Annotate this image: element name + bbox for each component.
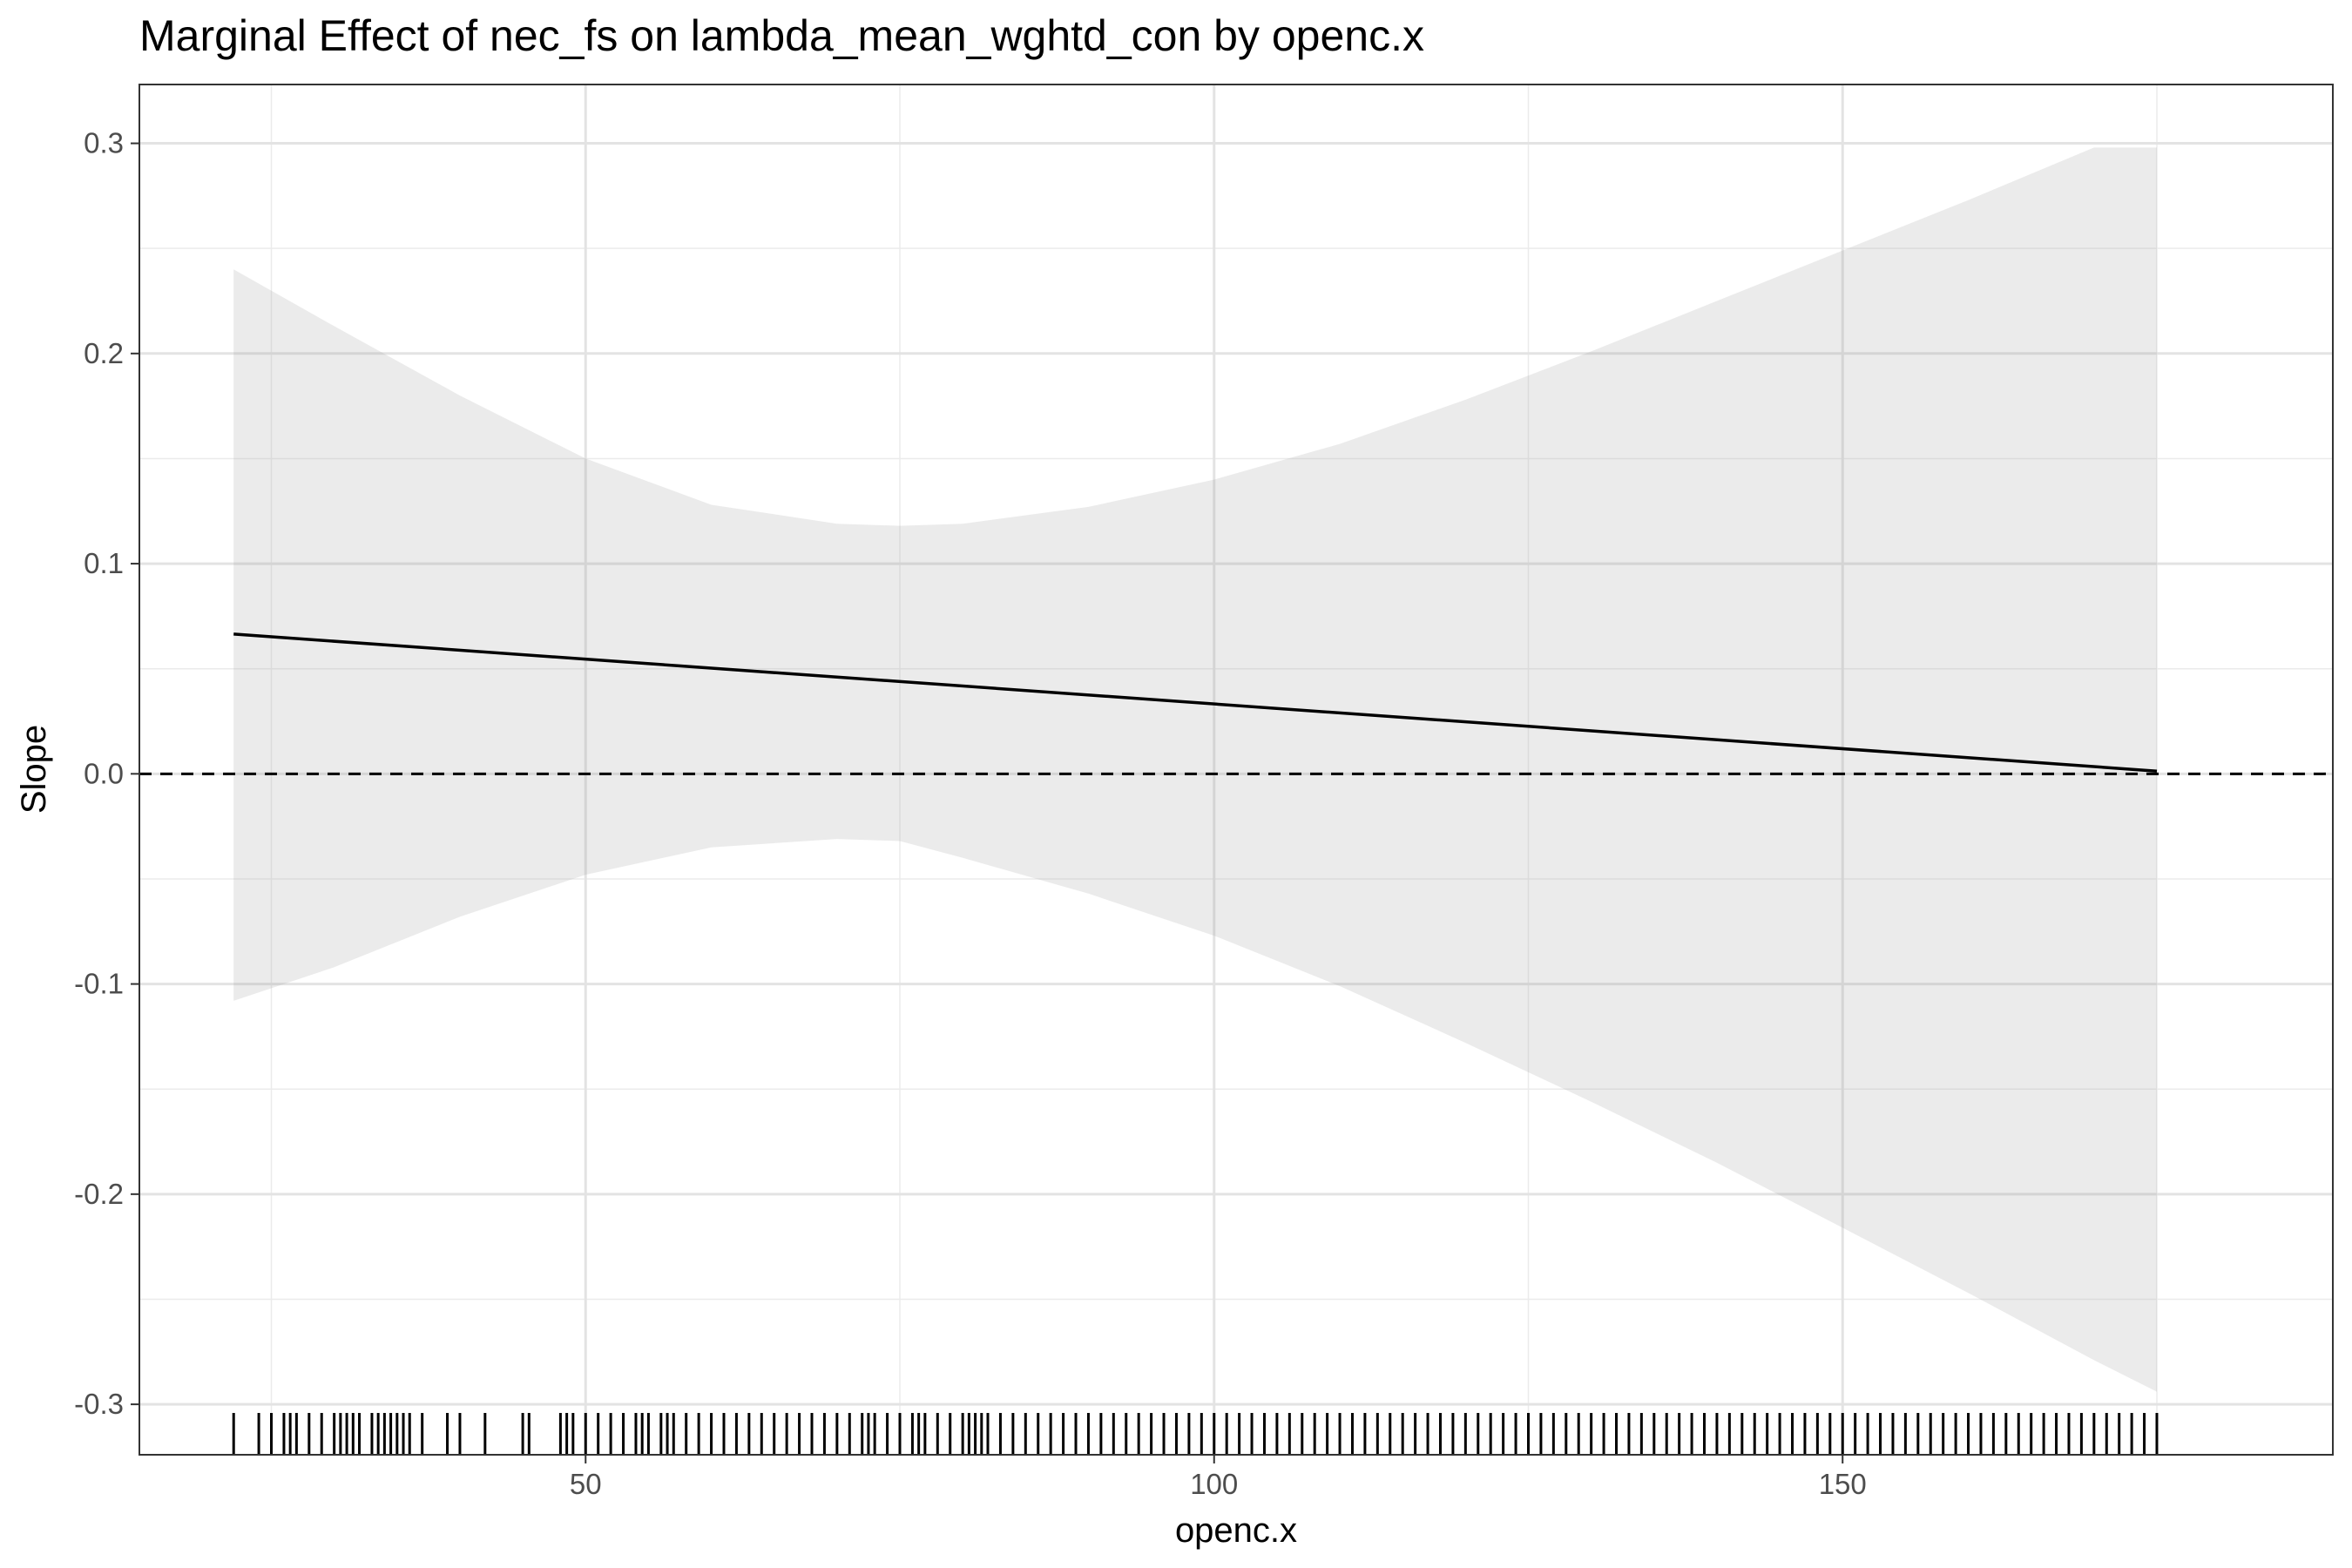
x-axis-title: openc.x — [1175, 1511, 1297, 1550]
plot-panel-border — [139, 84, 2334, 1456]
rug-marks-group — [232, 1413, 2159, 1455]
x-tick-label: 100 — [1190, 1468, 1238, 1500]
y-axis-ticks: -0.3 -0.2 -0.1 0.0 0.1 0.2 0.3 — [74, 127, 139, 1420]
slope-line — [233, 632, 2158, 773]
series-lines-group — [139, 632, 2333, 775]
y-axis-title: Slope — [15, 725, 53, 814]
y-tick-label: 0.3 — [84, 127, 124, 159]
y-tick-label: 0.0 — [84, 757, 124, 789]
y-tick-label: -0.2 — [74, 1178, 124, 1210]
confidence-band — [233, 147, 2158, 1392]
x-axis-ticks: 50 100 150 — [570, 1455, 1867, 1500]
chart-title: Marginal Effect of nec_fs on lambda_mean… — [139, 11, 1424, 60]
x-tick-label: 50 — [570, 1468, 602, 1500]
y-tick-label: 0.2 — [84, 337, 124, 369]
y-tick-label: 0.1 — [84, 547, 124, 579]
y-tick-label: -0.3 — [74, 1388, 124, 1420]
x-tick-label: 150 — [1819, 1468, 1867, 1500]
confidence-band-group — [233, 147, 2158, 1392]
y-tick-label: -0.1 — [74, 968, 124, 1000]
